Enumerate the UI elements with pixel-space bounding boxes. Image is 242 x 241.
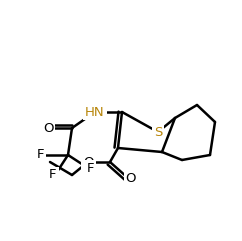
Text: HN: HN — [85, 106, 105, 119]
Text: O: O — [83, 155, 93, 168]
Text: F: F — [86, 161, 94, 174]
Text: O: O — [126, 172, 136, 185]
Text: S: S — [154, 126, 162, 139]
Text: F: F — [49, 168, 57, 181]
Text: F: F — [36, 148, 44, 161]
Text: O: O — [43, 121, 53, 134]
